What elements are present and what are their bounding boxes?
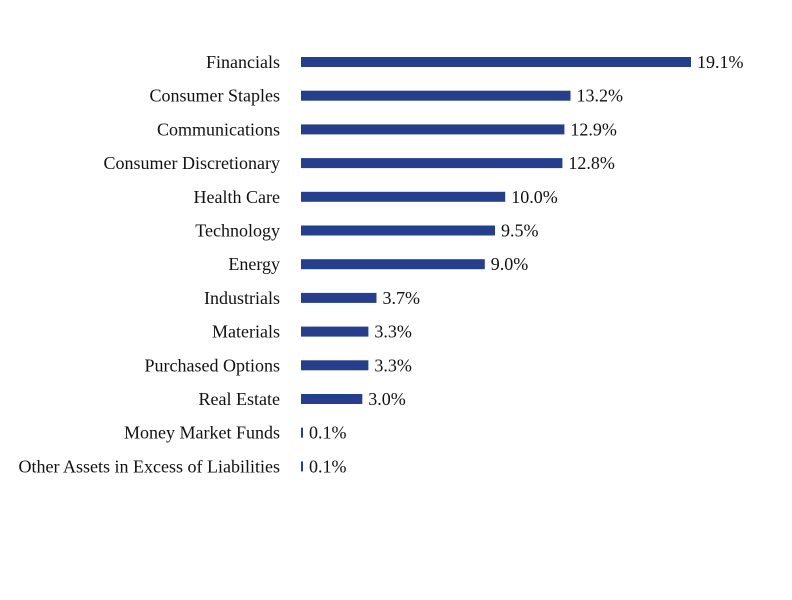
category-label: Communications [157, 119, 280, 139]
value-label: 19.1% [697, 52, 744, 72]
value-label: 9.0% [491, 254, 529, 274]
value-label: 0.1% [309, 423, 347, 443]
labels-layer: Financials 19.1% Consumer Staples 13.2% Comm… [19, 52, 744, 476]
bar-consumer-discretionary [301, 158, 563, 169]
value-label: 3.0% [368, 389, 406, 409]
bar-industrials [301, 292, 377, 303]
bar-purchased-options [301, 360, 369, 371]
category-label: Other Assets in Excess of Liabilities [19, 456, 280, 476]
bar-health-care [301, 191, 506, 202]
bar-consumer-staples [301, 90, 571, 101]
bars-layer [301, 57, 691, 472]
bar-communications [301, 124, 565, 135]
bar-real-estate [301, 394, 363, 404]
category-label: Financials [206, 52, 280, 72]
value-label: 3.3% [374, 355, 412, 375]
bar-technology [301, 225, 495, 236]
category-label: Health Care [194, 187, 280, 207]
category-label: Industrials [204, 288, 280, 308]
bar-money-market-funds [301, 427, 303, 438]
value-label: 13.2% [577, 86, 624, 106]
value-label: 3.3% [374, 322, 412, 342]
bar-other-assets-in-excess-of-liabilities [301, 461, 303, 472]
category-label: Consumer Discretionary [104, 153, 280, 173]
bar-financials [301, 57, 691, 67]
category-label: Real Estate [199, 389, 280, 409]
bar-materials [301, 326, 369, 337]
value-label: 0.1% [309, 456, 347, 476]
category-label: Money Market Funds [124, 423, 280, 443]
value-label: 9.5% [501, 221, 539, 241]
category-label: Materials [212, 322, 280, 342]
bar-energy [301, 259, 485, 270]
value-label: 10.0% [511, 187, 558, 207]
value-label: 3.7% [383, 288, 421, 308]
category-label: Energy [228, 254, 280, 274]
value-label: 12.8% [568, 153, 615, 173]
category-label: Purchased Options [145, 355, 280, 375]
value-label: 12.9% [570, 119, 617, 139]
category-label: Consumer Staples [150, 86, 281, 106]
category-label: Technology [195, 221, 280, 241]
